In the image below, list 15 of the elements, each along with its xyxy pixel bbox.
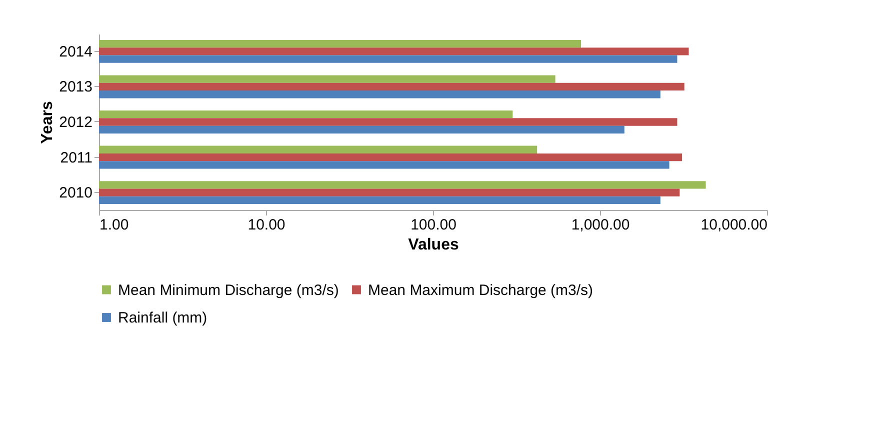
x-tick-label: 1.00 (100, 216, 129, 234)
legend-label: Rainfall (mm) (118, 310, 208, 326)
y-tick-label: 2013 (59, 78, 92, 96)
y-axis-title: Years (39, 101, 56, 144)
legend-label: Mean Minimum Discharge (m3/s) (118, 282, 339, 299)
y-tick-label: 2010 (59, 184, 92, 202)
x-axis-title: Values (408, 236, 459, 254)
x-tick-label: 100.00 (410, 216, 456, 234)
x-tick-label: 10.00 (248, 216, 286, 234)
x-tick-label: 10,000.00 (700, 216, 768, 234)
y-tick-label: 2014 (59, 43, 92, 60)
x-tick-label: 1,000.00 (571, 216, 630, 234)
legend-label: Mean Maximum Discharge (m3/s) (368, 282, 594, 299)
y-tick-label: 2012 (59, 114, 92, 131)
y-tick-label: 2011 (60, 149, 92, 166)
